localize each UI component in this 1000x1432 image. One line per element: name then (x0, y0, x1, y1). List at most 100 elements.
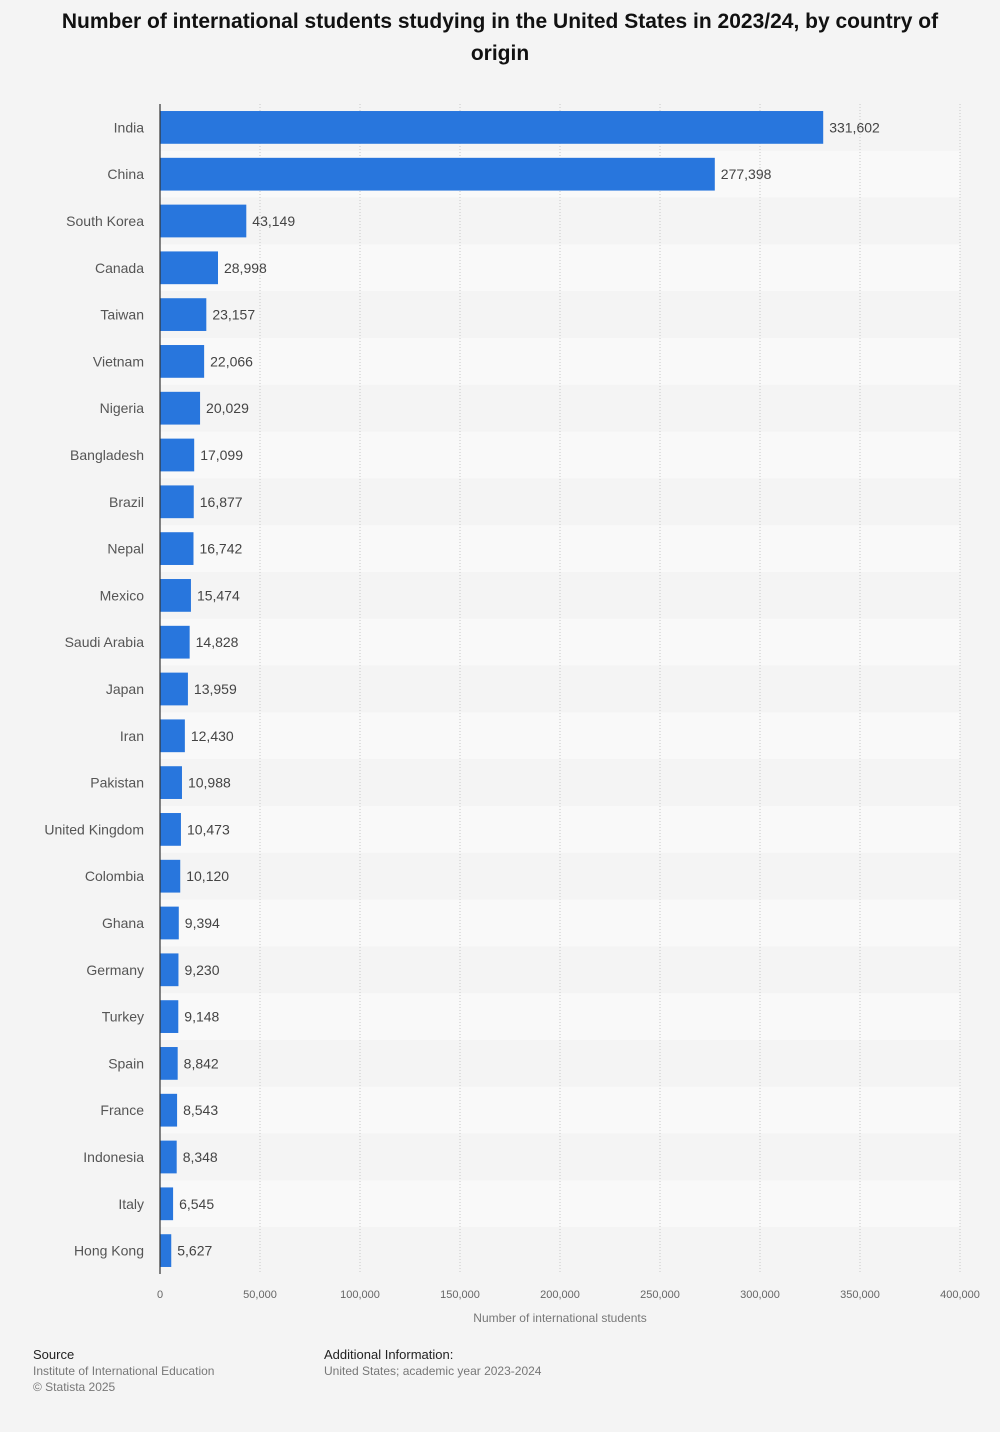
value-label: 22,066 (210, 353, 253, 369)
value-label: 6,545 (179, 1196, 214, 1212)
bar (160, 391, 201, 425)
row-stripe (160, 618, 960, 666)
row-stripe (160, 1086, 960, 1134)
bar (160, 1047, 178, 1080)
bar (160, 1000, 179, 1033)
additional-info-block: Additional Information: United States; a… (324, 1347, 541, 1379)
bar (160, 766, 182, 799)
value-label: 14,828 (196, 634, 239, 650)
row-stripe (160, 1180, 960, 1228)
source-block: Source Institute of International Educat… (33, 1347, 214, 1395)
category-label: Bangladesh (70, 447, 144, 463)
x-tick-label: 300,000 (740, 1289, 780, 1301)
value-label: 28,998 (224, 260, 267, 276)
category-label: Italy (118, 1196, 144, 1212)
x-tick-label: 150,000 (440, 1289, 480, 1301)
row-stripe (160, 946, 960, 994)
value-label: 9,230 (184, 962, 219, 978)
bar (160, 1234, 172, 1267)
info-text: United States; academic year 2023-2024 (324, 1364, 542, 1378)
category-label: Pakistan (90, 775, 144, 791)
category-label: Ghana (102, 915, 144, 931)
category-label: China (107, 166, 144, 182)
x-tick-label: 50,000 (243, 1289, 277, 1301)
copyright-text: © Statista 2025 (33, 1380, 116, 1394)
x-tick-label: 100,000 (340, 1289, 380, 1301)
bar (160, 204, 247, 238)
bar (160, 859, 181, 893)
value-label: 9,394 (185, 915, 220, 931)
bar (160, 532, 194, 565)
source-text[interactable]: Institute of International Education (33, 1364, 215, 1378)
x-tick-label: 250,000 (640, 1289, 680, 1301)
value-label: 10,473 (187, 821, 230, 837)
category-label: India (114, 119, 145, 135)
bar (160, 719, 185, 753)
bar (160, 579, 191, 612)
category-label: France (100, 1102, 144, 1118)
category-label: Colombia (85, 868, 144, 884)
row-stripe (160, 244, 960, 292)
category-label: Mexico (100, 587, 145, 603)
row-stripe (160, 852, 960, 900)
chart-title: Number of international students studyin… (61, 10, 939, 65)
value-label: 10,988 (188, 775, 231, 791)
value-label: 8,543 (183, 1102, 218, 1118)
category-label: Saudi Arabia (65, 634, 145, 650)
bar (160, 1187, 174, 1221)
value-label: 16,877 (200, 494, 243, 510)
value-label: 20,029 (206, 400, 249, 416)
category-label: South Korea (66, 213, 144, 229)
category-label: Japan (106, 681, 144, 697)
category-label: Brazil (109, 494, 144, 510)
value-label: 43,149 (252, 213, 295, 229)
bar (160, 438, 195, 472)
category-label: Turkey (102, 1009, 144, 1025)
value-label: 8,842 (184, 1055, 219, 1071)
bar (160, 953, 179, 987)
x-tick-label: 200,000 (540, 1289, 580, 1301)
x-tick-label: 350,000 (840, 1289, 880, 1301)
value-label: 5,627 (177, 1243, 212, 1259)
value-label: 23,157 (212, 307, 255, 323)
category-label: Indonesia (83, 1149, 144, 1165)
category-label: Nepal (107, 541, 144, 557)
bar (160, 625, 190, 659)
info-heading: Additional Information: (324, 1347, 454, 1362)
x-tick-label: 0 (157, 1289, 163, 1301)
category-label: Canada (95, 260, 144, 276)
value-label: 13,959 (194, 681, 237, 697)
value-label: 16,742 (199, 541, 242, 557)
category-label: Germany (86, 962, 144, 978)
value-label: 277,398 (721, 166, 772, 182)
category-label: United Kingdom (44, 821, 144, 837)
bar (160, 345, 205, 378)
bar (160, 906, 179, 940)
source-heading: Source (33, 1347, 75, 1362)
category-label: Vietnam (93, 353, 144, 369)
x-tick-label: 400,000 (940, 1289, 980, 1301)
bar (160, 251, 218, 285)
value-label: 10,120 (186, 868, 229, 884)
bar-chart: 0 50,000 100,000 150,000 200,000 250,000 300,0… (44, 104, 980, 1325)
category-label: Iran (120, 728, 144, 744)
value-label: 12,430 (191, 728, 234, 744)
bar (160, 111, 824, 144)
bar (160, 298, 207, 331)
category-label: Hong Kong (74, 1243, 144, 1259)
value-label: 9,148 (184, 1009, 219, 1025)
row-stripe (160, 478, 960, 526)
category-label: Taiwan (100, 307, 144, 323)
value-label: 8,348 (183, 1149, 218, 1165)
bar (160, 485, 194, 519)
bar (160, 813, 181, 846)
row-stripe (160, 384, 960, 432)
value-label: 15,474 (197, 587, 240, 603)
bar (160, 157, 715, 191)
category-label: Nigeria (100, 400, 145, 416)
category-label: Spain (108, 1055, 144, 1071)
bar (160, 672, 188, 706)
x-axis-title: Number of international students (473, 1311, 646, 1325)
value-label: 17,099 (200, 447, 243, 463)
bar (160, 1093, 178, 1127)
